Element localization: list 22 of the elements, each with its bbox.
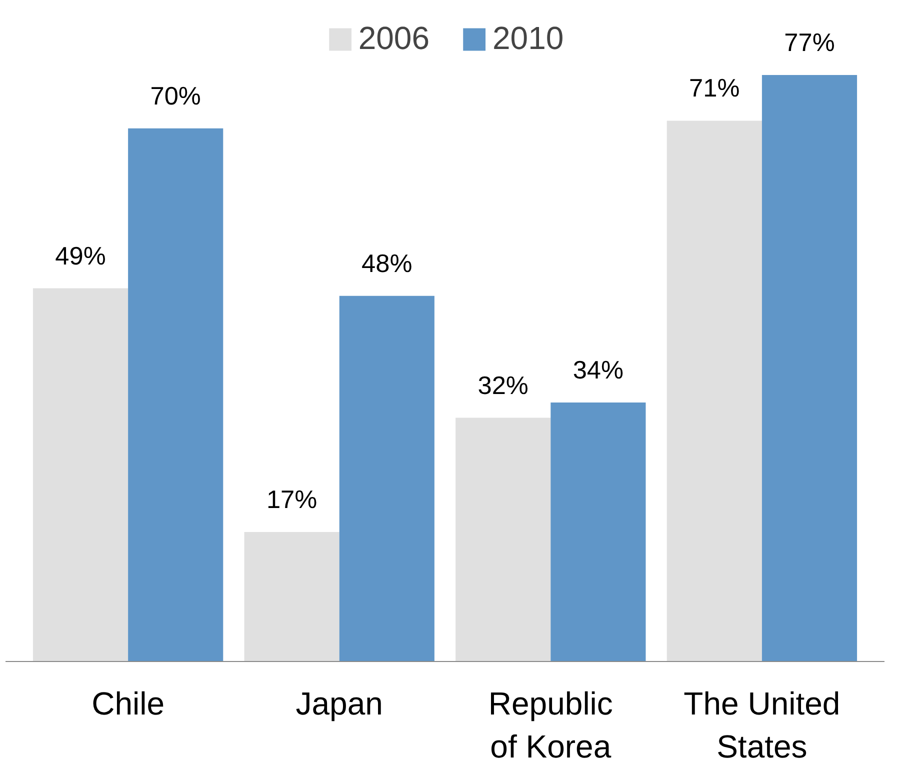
data-label: 34% (572, 356, 624, 385)
bar (762, 75, 858, 662)
data-label: 17% (266, 486, 318, 514)
bar (244, 532, 340, 662)
bar (666, 120, 762, 662)
x-tick-label: Japan (296, 686, 383, 722)
data-label: 70% (150, 82, 201, 110)
bar (128, 128, 224, 662)
x-tick-label: The United States (684, 686, 840, 765)
x-tick-label: Republic of Korea (488, 686, 613, 765)
bar (339, 296, 434, 662)
data-label: 32% (478, 372, 528, 400)
legend-label: 2006 (358, 20, 430, 57)
data-label: 48% (362, 250, 412, 278)
bar (32, 288, 128, 662)
data-label: 71% (689, 74, 740, 103)
data-label: 49% (55, 242, 106, 270)
legend-label: 2010 (492, 20, 564, 57)
bar (456, 418, 551, 662)
x-tick-label: Chile (92, 686, 165, 722)
bar (550, 402, 646, 662)
data-label: 77% (784, 29, 835, 58)
